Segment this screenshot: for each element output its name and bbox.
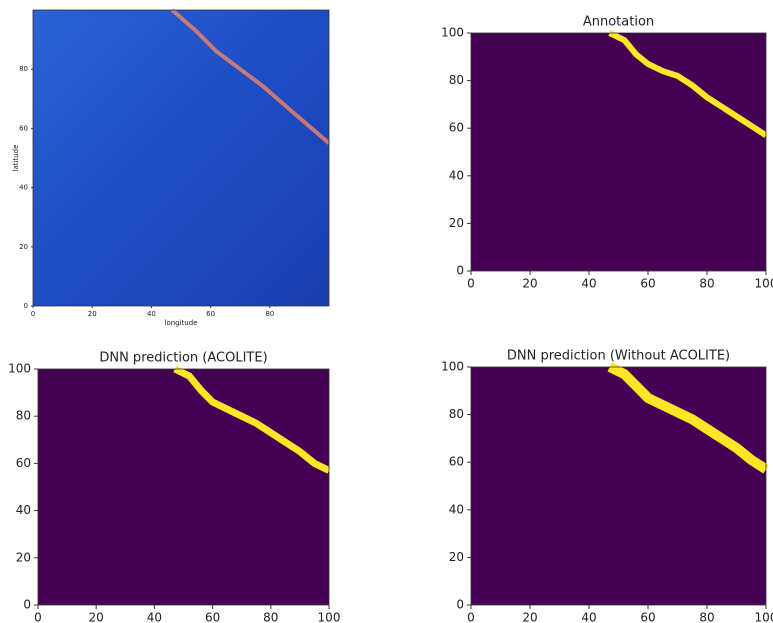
y-tick-label: 100 [8, 362, 31, 376]
x-tick-label: 60 [640, 611, 655, 623]
x-tick-label: 100 [755, 611, 773, 623]
x-axis-label: longitude [165, 319, 198, 327]
y-tick-label: 40 [449, 502, 464, 516]
x-tick-label: 60 [640, 277, 655, 291]
mask-band [607, 362, 769, 474]
x-tick-label: 20 [522, 611, 537, 623]
y-tick-label: 80 [19, 65, 28, 73]
axes-frame [32, 9, 330, 307]
y-axis-label: latitude [12, 145, 20, 172]
x-tick-label: 40 [581, 277, 596, 291]
y-tick-label: 60 [16, 456, 31, 470]
y-tick-label: 80 [449, 73, 464, 87]
slick-streak [170, 8, 331, 145]
x-tick-label: 0 [467, 277, 475, 291]
axes-frame [470, 366, 767, 606]
x-tick-label: 100 [318, 611, 341, 623]
x-tick-label: 80 [699, 611, 714, 623]
y-tick-label: 0 [456, 264, 464, 278]
axes-frame [37, 368, 330, 606]
y-tick-label: 40 [449, 168, 464, 182]
axes-frame [470, 32, 767, 272]
panel-title: DNN prediction (Without ACOLITE) [507, 349, 730, 364]
y-tick-label: 0 [456, 598, 464, 612]
x-tick-label: 60 [206, 310, 215, 318]
y-tick-label: 100 [441, 26, 464, 40]
plot-area [471, 367, 766, 605]
x-tick-label: 0 [31, 310, 35, 318]
y-tick-label: 80 [16, 409, 31, 423]
x-tick-label: 0 [34, 611, 42, 623]
y-tick-label: 80 [449, 407, 464, 421]
x-tick-label: 40 [147, 310, 156, 318]
y-tick-label: 20 [19, 243, 28, 251]
plot-area [38, 369, 329, 605]
y-tick-label: 20 [449, 550, 464, 564]
x-tick-label: 0 [467, 611, 475, 623]
x-tick-label: 60 [205, 611, 220, 623]
y-tick-label: 20 [449, 216, 464, 230]
y-tick-label: 20 [16, 550, 31, 564]
panel-title: Annotation [583, 15, 654, 30]
y-tick-label: 40 [16, 503, 31, 517]
plot-area [471, 33, 766, 271]
mask-band [173, 365, 331, 474]
x-tick-label: 40 [147, 611, 162, 623]
y-tick-label: 40 [19, 184, 28, 192]
mask-band [608, 30, 768, 138]
y-tick-label: 60 [449, 455, 464, 469]
y-tick-label: 60 [19, 124, 28, 132]
x-tick-label: 80 [265, 310, 274, 318]
x-tick-label: 80 [263, 611, 278, 623]
x-tick-label: 100 [755, 277, 773, 291]
y-tick-label: 60 [449, 121, 464, 135]
x-tick-label: 20 [522, 277, 537, 291]
y-tick-label: 0 [23, 598, 31, 612]
y-tick-label: 100 [441, 360, 464, 374]
plot-area [33, 10, 329, 306]
x-tick-label: 80 [699, 277, 714, 291]
x-tick-label: 20 [88, 310, 97, 318]
y-tick-label: 0 [24, 302, 28, 310]
panel-title: DNN prediction (ACOLITE) [99, 351, 267, 366]
x-tick-label: 20 [89, 611, 104, 623]
x-tick-label: 40 [581, 611, 596, 623]
